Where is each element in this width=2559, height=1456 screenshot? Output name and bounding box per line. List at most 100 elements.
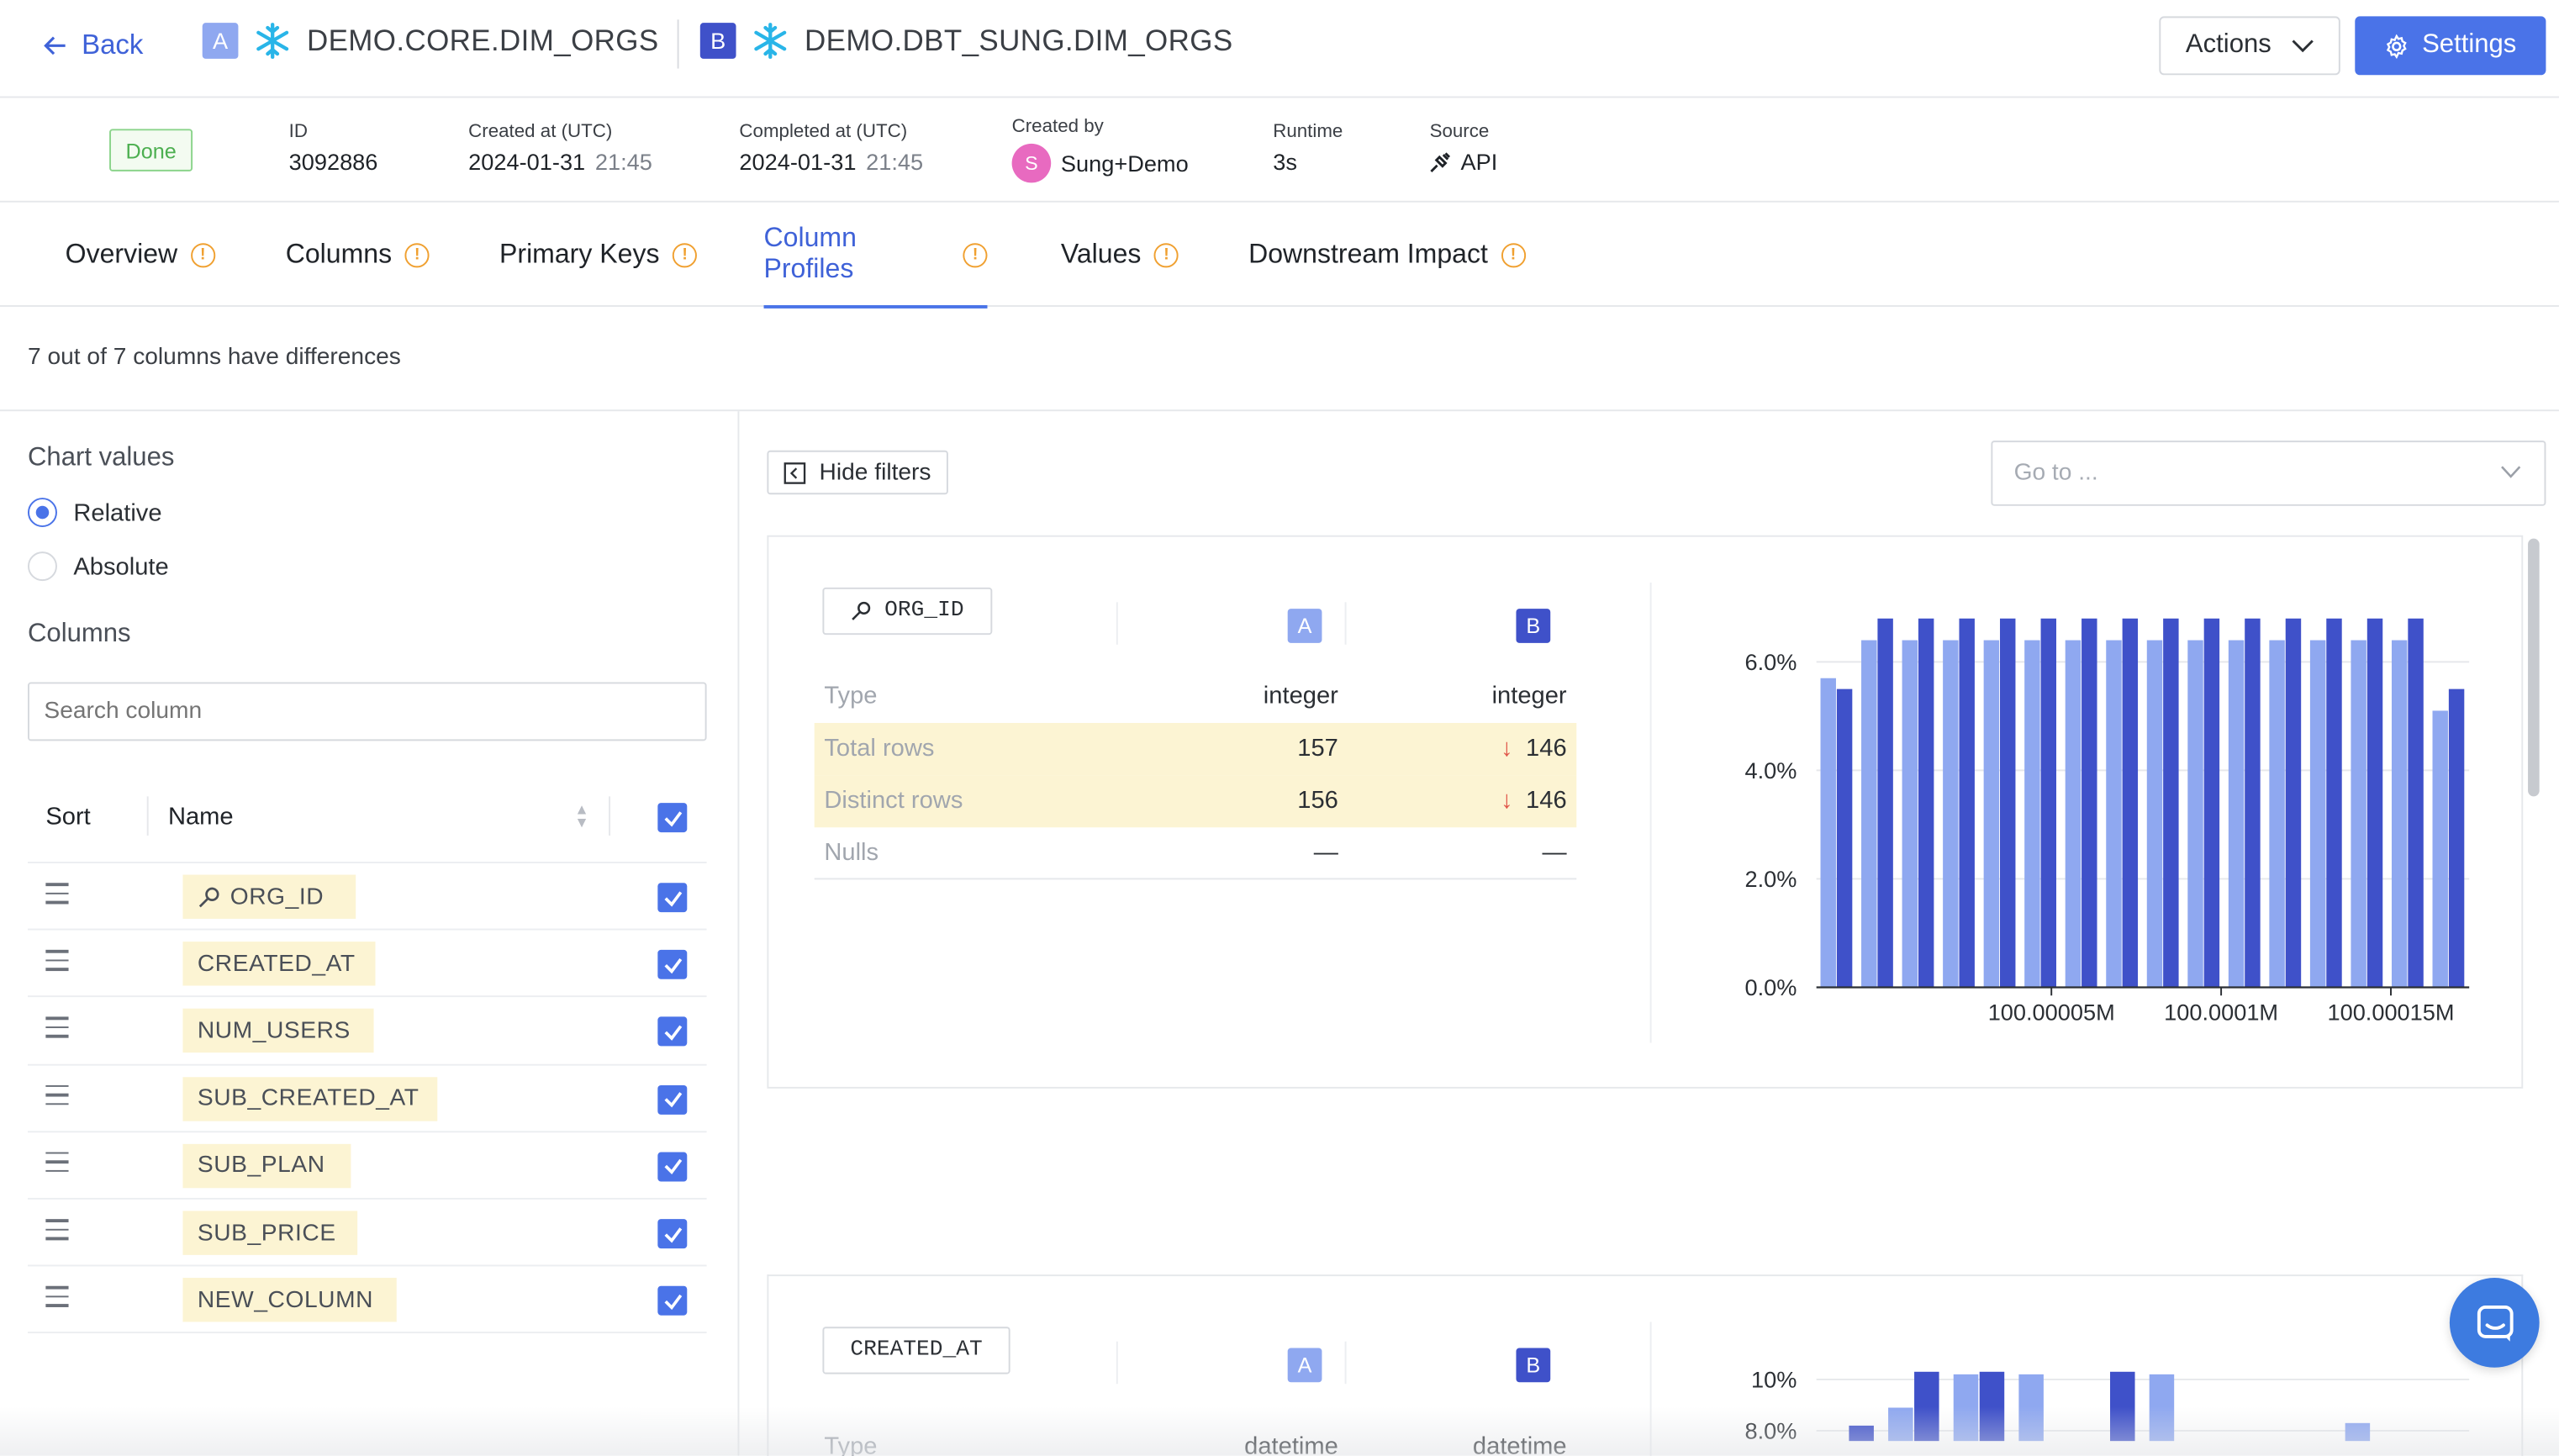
column-row[interactable]: NUM_USERS (28, 995, 707, 1063)
divider (609, 796, 611, 836)
diff-meta-row: Done ID 3092886 Created at (UTC) 2024-01… (0, 98, 2559, 203)
column-checkbox[interactable] (657, 1084, 688, 1115)
meta-runtime-value: 3s (1273, 148, 1297, 175)
column-checkbox[interactable] (657, 1286, 688, 1316)
column-checkbox[interactable] (657, 883, 688, 913)
column-checkbox[interactable] (657, 950, 688, 980)
settings-button[interactable]: Settings (2355, 16, 2546, 76)
column-checkbox[interactable] (657, 1152, 688, 1182)
column-row[interactable]: SUB_PRICE (28, 1197, 707, 1265)
column-row[interactable]: SUB_CREATED_AT (28, 1063, 707, 1131)
bar-series-a[interactable] (2269, 640, 2285, 988)
bar-series-a[interactable] (2432, 710, 2448, 988)
radio-absolute-label: Absolute (73, 552, 169, 581)
column-checkbox[interactable] (657, 1017, 688, 1047)
column-chip: NUM_USERS (182, 1009, 374, 1053)
goto-select[interactable]: Go to ... (1991, 440, 2546, 506)
bar-series-b[interactable] (2245, 618, 2261, 988)
bar-series-a[interactable] (2228, 640, 2245, 988)
back-link[interactable]: Back (42, 29, 143, 62)
bar-series-b[interactable] (2163, 618, 2179, 988)
search-column-input[interactable] (28, 682, 707, 741)
tab-overview[interactable]: Overview! (66, 203, 215, 307)
bar-series-a[interactable] (2391, 640, 2408, 988)
profile-card-org-id: ORG_ID A B Type integer integer Total ro… (767, 535, 2524, 1089)
bar-series-a[interactable] (1943, 640, 1959, 988)
bar-series-a[interactable] (2351, 640, 2366, 988)
bar-series-a[interactable] (2106, 640, 2122, 988)
bar-series-b[interactable] (2366, 618, 2383, 988)
radio-relative[interactable]: Relative (28, 498, 162, 528)
drag-handle-icon[interactable] (45, 950, 69, 977)
bar-series-a[interactable] (2345, 1422, 2371, 1442)
bar-series-a[interactable] (2024, 640, 2040, 988)
chat-launcher-button[interactable] (2449, 1278, 2540, 1368)
tab-values[interactable]: Values! (1061, 203, 1179, 307)
meta-source-label: Source (1429, 122, 1490, 142)
drag-handle-icon[interactable] (45, 1286, 69, 1313)
scrollbar-thumb[interactable] (2528, 538, 2540, 797)
tab-downstream-impact[interactable]: Downstream Impact! (1248, 203, 1526, 307)
drag-handle-icon[interactable] (45, 1017, 69, 1044)
bar-series-b[interactable] (2000, 618, 2016, 988)
tab-primary-keys[interactable]: Primary Keys! (499, 203, 698, 307)
bar-series-b[interactable] (1914, 1371, 1939, 1442)
bar-series-b[interactable] (2448, 688, 2465, 988)
divider (1116, 602, 1118, 645)
checkmark-icon (663, 1159, 682, 1175)
bar-series-b[interactable] (2081, 618, 2097, 988)
drag-handle-icon[interactable] (45, 1152, 69, 1179)
dataset-a-badge: A (202, 23, 239, 59)
hide-filters-button[interactable]: Hide filters (767, 450, 947, 495)
bar-series-b[interactable] (2040, 618, 2056, 988)
select-all-checkbox[interactable] (657, 803, 688, 833)
bar-series-a[interactable] (2065, 640, 2081, 988)
drag-handle-icon[interactable] (45, 1084, 69, 1111)
bar-series-a[interactable] (2018, 1374, 2044, 1442)
dataset-b-badge: B (1516, 609, 1551, 643)
bar-series-b[interactable] (2326, 618, 2342, 988)
bar-series-b[interactable] (1918, 618, 1934, 988)
actions-dropdown[interactable]: Actions (2159, 16, 2340, 76)
bar-series-b[interactable] (1979, 1371, 2005, 1442)
column-row[interactable]: SUB_PLAN (28, 1130, 707, 1198)
tab-column-profiles[interactable]: Column Profiles! (763, 203, 988, 309)
bar-series-a[interactable] (1820, 678, 1836, 988)
bar-series-a[interactable] (1953, 1374, 1979, 1442)
column-row[interactable]: NEW_COLUMN (28, 1264, 707, 1332)
name-header[interactable]: Name (167, 803, 234, 831)
goto-placeholder: Go to ... (2013, 460, 2098, 487)
bar-series-b[interactable] (2110, 1371, 2135, 1442)
bar-series-b[interactable] (1877, 618, 1893, 988)
column-row[interactable]: CREATED_AT (28, 928, 707, 996)
bar-series-a[interactable] (2309, 640, 2326, 988)
column-row[interactable]: ORG_ID (28, 862, 707, 929)
chart-values-title: Chart values (28, 444, 175, 472)
bar-series-a[interactable] (1902, 640, 1918, 988)
bar-series-a[interactable] (2146, 640, 2163, 988)
bar-series-b[interactable] (1959, 618, 1975, 988)
meta-id-value: 3092886 (288, 148, 378, 175)
sort-arrows-icon[interactable]: ▲ ▼ (574, 801, 589, 831)
bar-series-a[interactable] (1888, 1407, 1913, 1442)
column-checkbox[interactable] (657, 1219, 688, 1249)
tab-columns[interactable]: Columns! (286, 203, 430, 307)
meta-completed-label: Completed at (UTC) (739, 122, 908, 142)
divider (677, 19, 679, 69)
radio-absolute[interactable]: Absolute (28, 551, 169, 582)
tab-bar: Overview! Columns! Primary Keys! Column … (0, 203, 2559, 309)
bar-series-b[interactable] (1849, 1425, 1874, 1442)
bar-series-b[interactable] (2285, 618, 2302, 988)
bar-series-a[interactable] (1983, 640, 2000, 988)
x-tick-label: 100.0001M (2164, 999, 2278, 1025)
bar-series-a[interactable] (1861, 640, 1877, 988)
bar-series-a[interactable] (2149, 1374, 2175, 1442)
bar-series-b[interactable] (2122, 618, 2139, 988)
bar-series-b[interactable] (2408, 618, 2424, 988)
y-tick-label: 8.0% (1744, 1418, 1797, 1444)
drag-handle-icon[interactable] (45, 1219, 69, 1246)
bar-series-a[interactable] (2187, 640, 2203, 988)
bar-series-b[interactable] (1836, 688, 1853, 988)
bar-series-b[interactable] (2203, 618, 2220, 988)
drag-handle-icon[interactable] (45, 883, 69, 910)
